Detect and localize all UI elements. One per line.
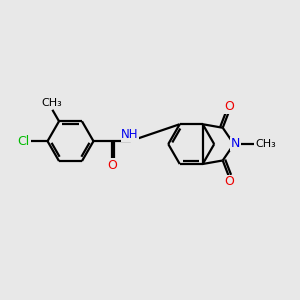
Text: NH: NH	[121, 128, 139, 141]
Text: N: N	[231, 137, 240, 150]
Text: O: O	[224, 175, 234, 188]
Text: Cl: Cl	[17, 135, 29, 148]
Text: CH₃: CH₃	[41, 98, 62, 108]
Text: O: O	[107, 159, 117, 172]
Text: CH₃: CH₃	[255, 139, 276, 149]
Text: O: O	[224, 100, 234, 113]
